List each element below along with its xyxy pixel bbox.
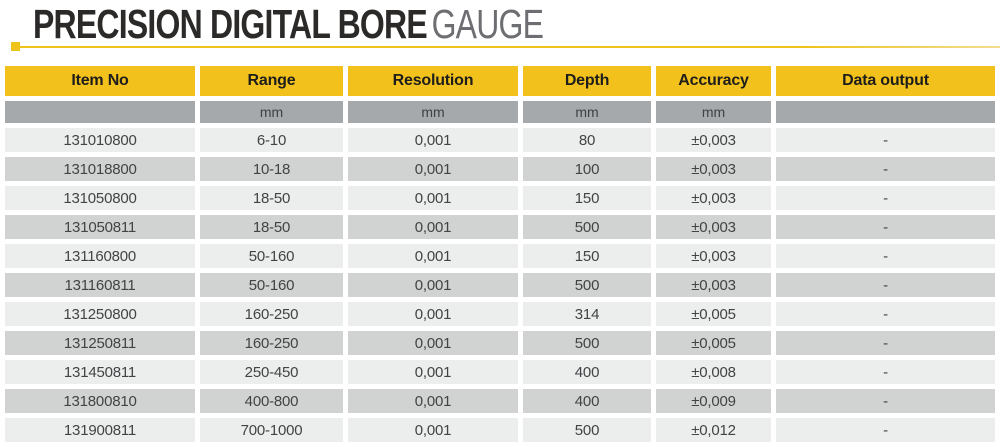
table-cell: 80 <box>523 128 651 152</box>
title-underline-rule <box>14 46 1000 48</box>
table-cell: 131050800 <box>5 186 195 210</box>
page-title-sub: GAUGE <box>431 1 544 47</box>
table-cell: 0,001 <box>348 273 518 297</box>
table-cell: - <box>776 215 995 239</box>
table-cell: 131010800 <box>5 128 195 152</box>
table-cell: 100 <box>523 157 651 181</box>
table-cell: - <box>776 186 995 210</box>
table-cell: 18-50 <box>200 215 343 239</box>
table-cell: ±0,012 <box>656 418 771 442</box>
table-row: 131050800 18-50 0,001 150 ±0,003- <box>5 186 995 210</box>
table-cell: 314 <box>523 302 651 326</box>
table-cell: 0,001 <box>348 331 518 355</box>
table-cell: 500 <box>523 418 651 442</box>
table-cell: ±0,008 <box>656 360 771 384</box>
table-cell: 400 <box>523 360 651 384</box>
table-cell: 400-800 <box>200 389 343 413</box>
page-title-main: PRECISION DIGITAL BORE <box>33 1 428 47</box>
table-cell: 0,001 <box>348 244 518 268</box>
table-row: 131250800 160-250 0,001 314 ±0,005- <box>5 302 995 326</box>
table-body: Item No Range Resolution Depth Accuracy … <box>5 66 995 442</box>
table-cell: ±0,005 <box>656 302 771 326</box>
unit-cell <box>776 101 995 123</box>
unit-cell: mm <box>200 101 343 123</box>
table-cell: - <box>776 128 995 152</box>
table-cell: 0,001 <box>348 418 518 442</box>
table-cell: 10-18 <box>200 157 343 181</box>
table-cell: ±0,003 <box>656 186 771 210</box>
table-cell: 131900811 <box>5 418 195 442</box>
column-header-resolution: Resolution <box>348 66 518 96</box>
table-header-row: Item No Range Resolution Depth Accuracy … <box>5 66 995 96</box>
table-row: 131018800 10-18 0,001 100 ±0,003- <box>5 157 995 181</box>
table-row: 131900811 700-1000 0,001 500 ±0,012- <box>5 418 995 442</box>
table-cell: 131160811 <box>5 273 195 297</box>
table-cell: - <box>776 331 995 355</box>
table-cell: 0,001 <box>348 157 518 181</box>
table-row: 131800810 400-800 0,001 400 ±0,009- <box>5 389 995 413</box>
table-cell: ±0,003 <box>656 273 771 297</box>
table-cell: 131018800 <box>5 157 195 181</box>
column-header-range: Range <box>200 66 343 96</box>
unit-cell <box>5 101 195 123</box>
column-header-accuracy: Accuracy <box>656 66 771 96</box>
table-cell: 131250800 <box>5 302 195 326</box>
unit-cell: mm <box>656 101 771 123</box>
unit-cell: mm <box>523 101 651 123</box>
table-cell: 400 <box>523 389 651 413</box>
table-cell: - <box>776 244 995 268</box>
column-header-depth: Depth <box>523 66 651 96</box>
table-row: 131160811 50-160 0,001 500 ±0,003- <box>5 273 995 297</box>
table-row: 131160800 50-160 0,001 150 ±0,003- <box>5 244 995 268</box>
table-row: 131050811 18-50 0,001 500 ±0,003- <box>5 215 995 239</box>
table-cell: 50-160 <box>200 244 343 268</box>
table-cell: 0,001 <box>348 186 518 210</box>
table-cell: ±0,005 <box>656 331 771 355</box>
table-cell: 18-50 <box>200 186 343 210</box>
table-cell: ±0,009 <box>656 389 771 413</box>
table-cell: - <box>776 418 995 442</box>
table-row: 131450811 250-450 0,001 400 ±0,008- <box>5 360 995 384</box>
table-row: 131010800 6-10 0,001 80 ±0,003- <box>5 128 995 152</box>
table-cell: ±0,003 <box>656 128 771 152</box>
spec-table: Item No Range Resolution Depth Accuracy … <box>0 61 1000 447</box>
table-cell: 6-10 <box>200 128 343 152</box>
table-cell: - <box>776 302 995 326</box>
table-units-row: mm mm mm mm <box>5 101 995 123</box>
table-cell: - <box>776 157 995 181</box>
table-cell: 0,001 <box>348 360 518 384</box>
table-cell: - <box>776 360 995 384</box>
table-cell: 0,001 <box>348 128 518 152</box>
table-cell: 500 <box>523 273 651 297</box>
table-cell: 131050811 <box>5 215 195 239</box>
table-cell: ±0,003 <box>656 157 771 181</box>
table-cell: ±0,003 <box>656 244 771 268</box>
table-cell: 150 <box>523 244 651 268</box>
table-cell: 700-1000 <box>200 418 343 442</box>
table-cell: 131450811 <box>5 360 195 384</box>
table-cell: 0,001 <box>348 389 518 413</box>
table-cell: 0,001 <box>348 215 518 239</box>
table-cell: 50-160 <box>200 273 343 297</box>
table-cell: 500 <box>523 331 651 355</box>
table-cell: ±0,003 <box>656 215 771 239</box>
page-header: PRECISION DIGITAL BORE GAUGE <box>0 0 1000 61</box>
table-row: 131250811 160-250 0,001 500 ±0,005- <box>5 331 995 355</box>
table-cell: 250-450 <box>200 360 343 384</box>
table-cell: 160-250 <box>200 331 343 355</box>
table-cell: - <box>776 389 995 413</box>
table-cell: 0,001 <box>348 302 518 326</box>
table-cell: 160-250 <box>200 302 343 326</box>
table-cell: 131250811 <box>5 331 195 355</box>
table-cell: 150 <box>523 186 651 210</box>
table-cell: 500 <box>523 215 651 239</box>
column-header-item-no: Item No <box>5 66 195 96</box>
table-cell: 131800810 <box>5 389 195 413</box>
unit-cell: mm <box>348 101 518 123</box>
table-cell: 131160800 <box>5 244 195 268</box>
column-header-data-output: Data output <box>776 66 995 96</box>
page-title: PRECISION DIGITAL BORE GAUGE <box>33 1 544 48</box>
table-cell: - <box>776 273 995 297</box>
